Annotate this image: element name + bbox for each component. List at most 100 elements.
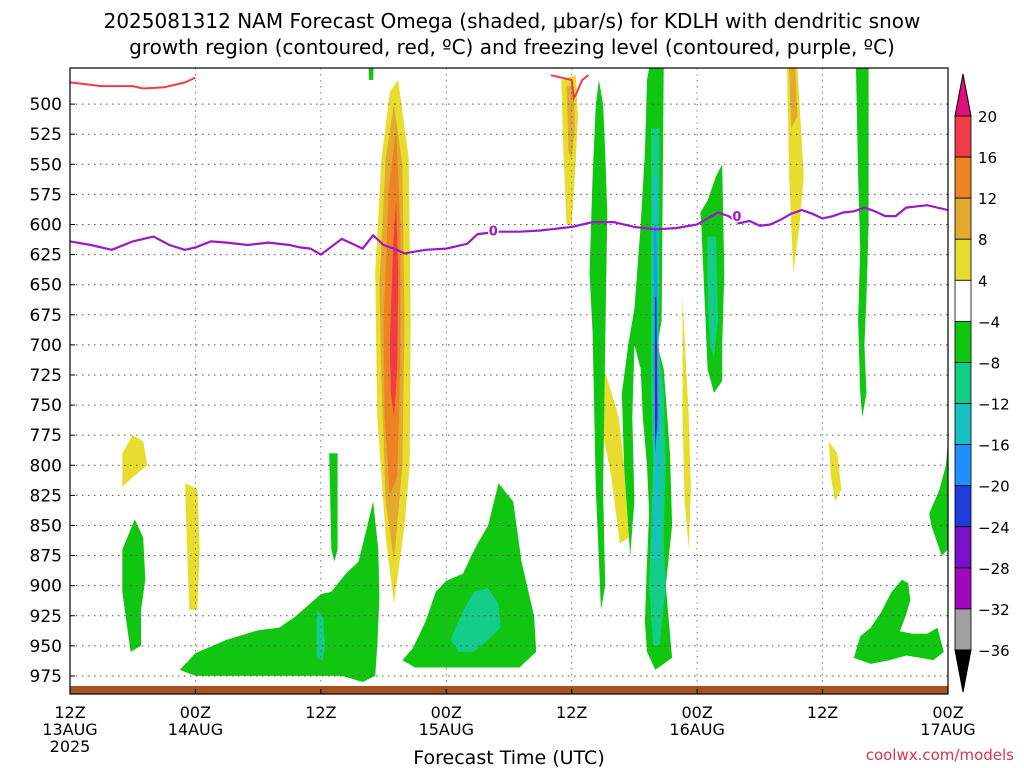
x-tick-label: 14AUG — [168, 720, 223, 739]
omega-region — [682, 296, 691, 550]
colorbar-bin — [954, 279, 972, 322]
colorbar-over-arrow — [954, 73, 972, 117]
y-tick-label: 850 — [30, 516, 62, 536]
colorbar-bin — [954, 567, 972, 610]
colorbar-bin — [954, 403, 972, 446]
colorbar-label: −32 — [978, 601, 1010, 619]
temperature-contours: 00 — [70, 74, 948, 256]
omega-colorbar: 20 16 12 8 4 −4 −8 −12 −16 −20 −24 −28 −32 −36 — [954, 73, 1010, 693]
dendritic-contour-line — [70, 76, 196, 90]
omega-region — [655, 344, 657, 442]
y-tick-label: 825 — [30, 486, 62, 506]
colorbar-label: −12 — [978, 396, 1010, 414]
omega-region — [185, 483, 200, 610]
y-tick-label: 625 — [30, 246, 62, 266]
colorbar-bin — [954, 444, 972, 487]
omega-region — [450, 588, 501, 652]
y-tick-label: 800 — [30, 456, 62, 476]
colorbar-bin — [954, 115, 972, 158]
omega-region — [856, 68, 869, 418]
colorbar-under-arrow — [954, 649, 972, 693]
colorbar-label: 8 — [978, 231, 988, 249]
x-tick-label: 00Z — [932, 703, 963, 722]
chart-title-line2: growth region (contoured, red, ºC) and f… — [129, 35, 895, 59]
omega-region — [596, 369, 630, 544]
freezing-level-label: 0 — [732, 210, 741, 225]
omega-shading — [122, 68, 948, 682]
colorbar-label: −8 — [978, 354, 1000, 372]
ground-surface — [70, 686, 948, 694]
colorbar-label: −20 — [978, 478, 1010, 496]
y-tick-label: 900 — [30, 577, 62, 597]
colorbar-label: 16 — [978, 149, 997, 167]
colorbar-label: 4 — [978, 272, 988, 290]
omega-region — [329, 453, 338, 562]
colorbar-bin — [954, 608, 972, 651]
x-tick-label: 12Z — [305, 703, 336, 722]
omega-region — [853, 579, 944, 664]
y-tick-label: 950 — [30, 637, 62, 657]
grid-lines — [70, 68, 948, 694]
freezing-level-label: 0 — [489, 225, 498, 240]
colorbar-label: −36 — [978, 642, 1010, 660]
omega-region — [789, 68, 798, 129]
colorbar-label: 12 — [978, 190, 997, 208]
colorbar-label: −4 — [978, 313, 1000, 331]
x-tick-label: 12Z — [54, 703, 85, 722]
y-tick-label: 700 — [30, 336, 62, 356]
omega-region — [707, 236, 718, 357]
x-tick-label: 17AUG — [920, 720, 975, 739]
plot-frame — [69, 67, 949, 695]
pressure-axis: 500 525 550 575 600 625 650 675 700 725 750 775 800 8… — [30, 95, 75, 687]
colorbar-bin — [954, 526, 972, 569]
colorbar-label: −24 — [978, 519, 1010, 537]
y-tick-label: 525 — [30, 125, 62, 145]
y-tick-label: 775 — [30, 426, 62, 446]
y-tick-label: 975 — [30, 667, 62, 687]
x-tick-label: 00Z — [681, 703, 712, 722]
colorbar-bin — [954, 485, 972, 528]
x-tick-label: 13AUG — [42, 720, 97, 739]
omega-region — [402, 483, 537, 668]
y-tick-label: 925 — [30, 607, 62, 627]
colorbar-label: −16 — [978, 437, 1010, 455]
y-tick-label: 675 — [30, 306, 62, 326]
dendritic-contour-line — [550, 74, 590, 102]
colorbar-bin — [954, 156, 972, 199]
y-tick-label: 550 — [30, 155, 62, 175]
omega-region — [929, 441, 948, 556]
colorbar-bin — [954, 320, 972, 363]
y-tick-label: 600 — [30, 216, 62, 236]
omega-region — [179, 501, 380, 682]
omega-region — [122, 435, 148, 487]
y-tick-label: 500 — [30, 95, 62, 115]
x-tick-label: 2025 — [50, 737, 91, 756]
y-tick-label: 750 — [30, 396, 62, 416]
x-tick-label: 12Z — [556, 703, 587, 722]
colorbar-bin — [954, 362, 972, 404]
colorbar-label: 20 — [978, 108, 997, 126]
omega-region — [122, 519, 146, 652]
y-tick-label: 875 — [30, 547, 62, 567]
x-tick-label: 15AUG — [419, 720, 474, 739]
colorbar-bin — [954, 197, 972, 240]
x-tick-label: 00Z — [180, 703, 211, 722]
y-tick-label: 650 — [30, 276, 62, 296]
colorbar-bin — [954, 238, 972, 281]
x-tick-label: 16AUG — [669, 720, 724, 739]
credit-text: coolwx.com/models — [866, 746, 1014, 764]
omega-region — [316, 609, 325, 661]
x-axis-label: Forecast Time (UTC) — [413, 747, 604, 768]
chart-title-line1: 2025081312 NAM Forecast Omega (shaded, μ… — [104, 9, 921, 33]
omega-region — [368, 68, 374, 80]
x-tick-label: 00Z — [431, 703, 462, 722]
omega-region — [828, 441, 842, 502]
freezing-level-line — [70, 204, 948, 256]
x-tick-label: 12Z — [807, 703, 838, 722]
colorbar-label: −28 — [978, 560, 1010, 578]
omega-region — [389, 200, 399, 418]
y-tick-label: 725 — [30, 366, 62, 386]
y-tick-label: 575 — [30, 185, 62, 205]
